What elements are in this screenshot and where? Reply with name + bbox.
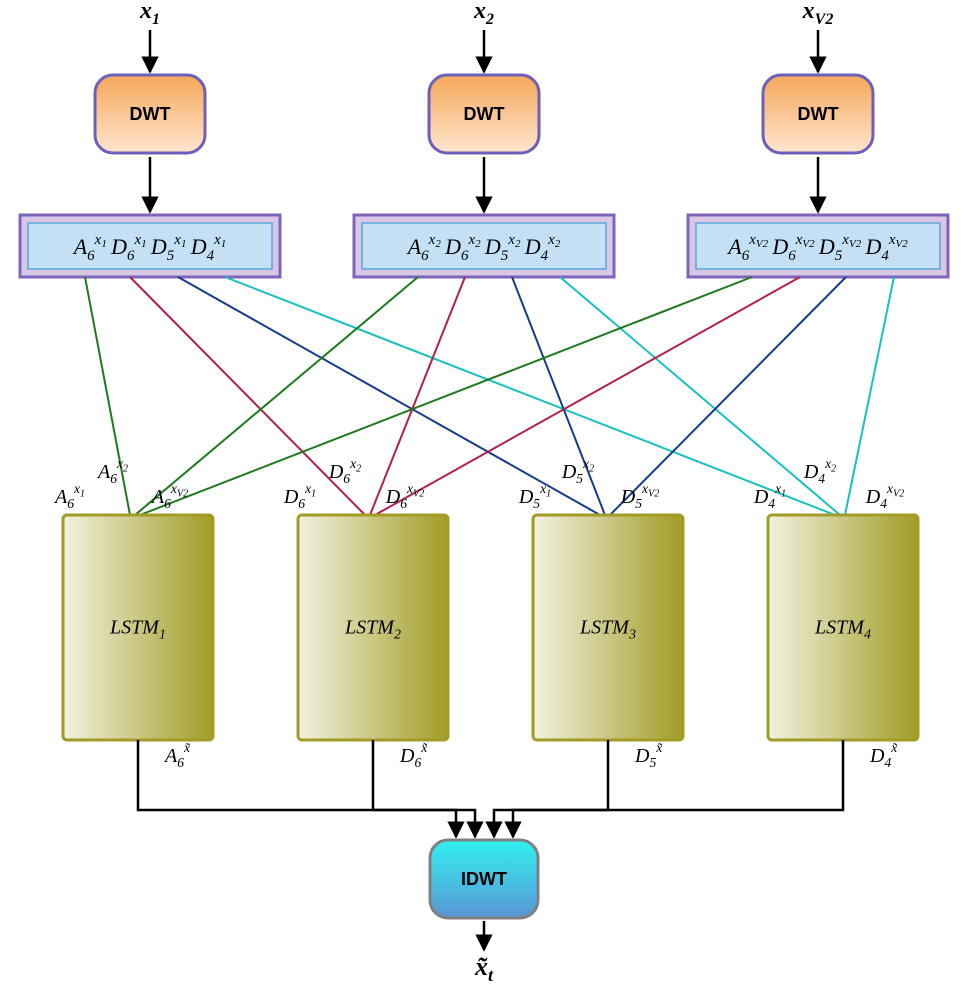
edge-edge_cyan	[560, 277, 840, 515]
dwt-label: DWT	[464, 104, 505, 124]
math-label: D4x2	[803, 456, 836, 486]
edge-edge_red	[370, 277, 465, 515]
edge-edge_cyan	[845, 277, 894, 515]
idwt-label: IDWT	[461, 869, 507, 889]
math-label: D6xV2	[385, 481, 424, 511]
edge-edge_red	[375, 277, 800, 515]
output-label: x̃t	[474, 952, 494, 985]
math-label: D4xV2	[865, 481, 904, 511]
edge-edge_green	[135, 277, 418, 515]
math-label: D6x̃	[399, 740, 428, 770]
edge-edge_blue	[512, 277, 605, 515]
math-label: D4x1	[753, 481, 786, 511]
math-label: D5x2	[561, 456, 594, 486]
math-label: D6x2	[328, 456, 361, 486]
math-label: A6x1	[53, 481, 85, 511]
edge-edge_blue	[178, 277, 600, 515]
math-label: D4x̃	[869, 740, 898, 770]
input-label: xV2	[802, 0, 834, 28]
dwt-label: DWT	[798, 104, 839, 124]
math-label: D5x1	[518, 481, 551, 511]
math-label: A6x̃	[163, 740, 191, 770]
input-label: x1	[139, 0, 160, 28]
edge-edge_cyan	[225, 277, 835, 515]
math-label: D6x1	[283, 481, 316, 511]
dwt-label: DWT	[130, 104, 171, 124]
arrow-lstm-idwt	[513, 740, 843, 837]
edge-edge_green	[140, 277, 752, 515]
math-label: D5x̃	[634, 740, 663, 770]
input-label: x2	[473, 0, 494, 28]
arrow-lstm-idwt	[494, 740, 608, 837]
